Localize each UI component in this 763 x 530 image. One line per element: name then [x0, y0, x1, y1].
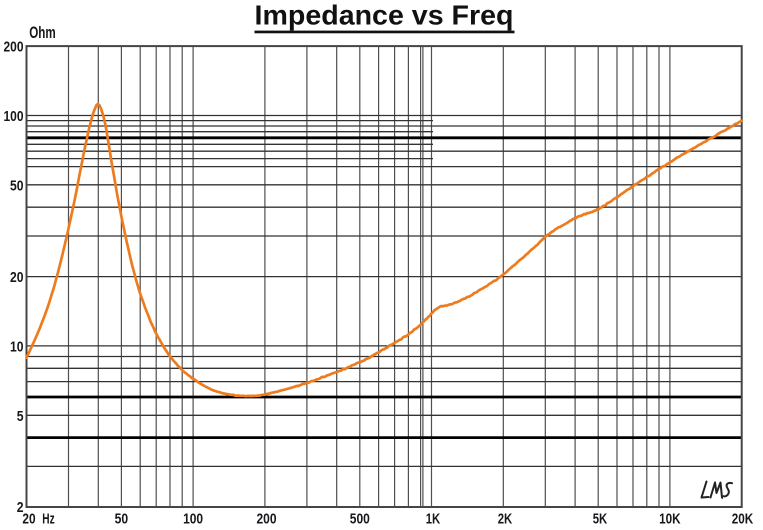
- svg-text:2K: 2K: [498, 511, 513, 528]
- svg-text:5K: 5K: [593, 511, 608, 528]
- svg-text:50: 50: [115, 511, 129, 528]
- svg-text:20: 20: [22, 511, 35, 528]
- svg-text:5: 5: [17, 408, 24, 425]
- svg-text:20K: 20K: [732, 511, 754, 528]
- svg-text:2: 2: [17, 499, 24, 516]
- svg-text:1K: 1K: [426, 511, 441, 528]
- svg-text:10: 10: [10, 338, 24, 355]
- svg-text:200: 200: [257, 511, 277, 528]
- svg-text:100: 100: [4, 108, 24, 125]
- svg-text:200: 200: [4, 39, 24, 56]
- svg-text:500: 500: [350, 511, 370, 528]
- svg-text:Impedance vs Freq: Impedance vs Freq: [255, 0, 514, 31]
- svg-text:10K: 10K: [659, 511, 681, 528]
- svg-text:Ohm: Ohm: [29, 24, 55, 42]
- svg-text:50: 50: [10, 177, 24, 194]
- svg-text:Hz: Hz: [42, 511, 54, 528]
- svg-text:20: 20: [10, 269, 24, 286]
- svg-text:100: 100: [183, 511, 203, 528]
